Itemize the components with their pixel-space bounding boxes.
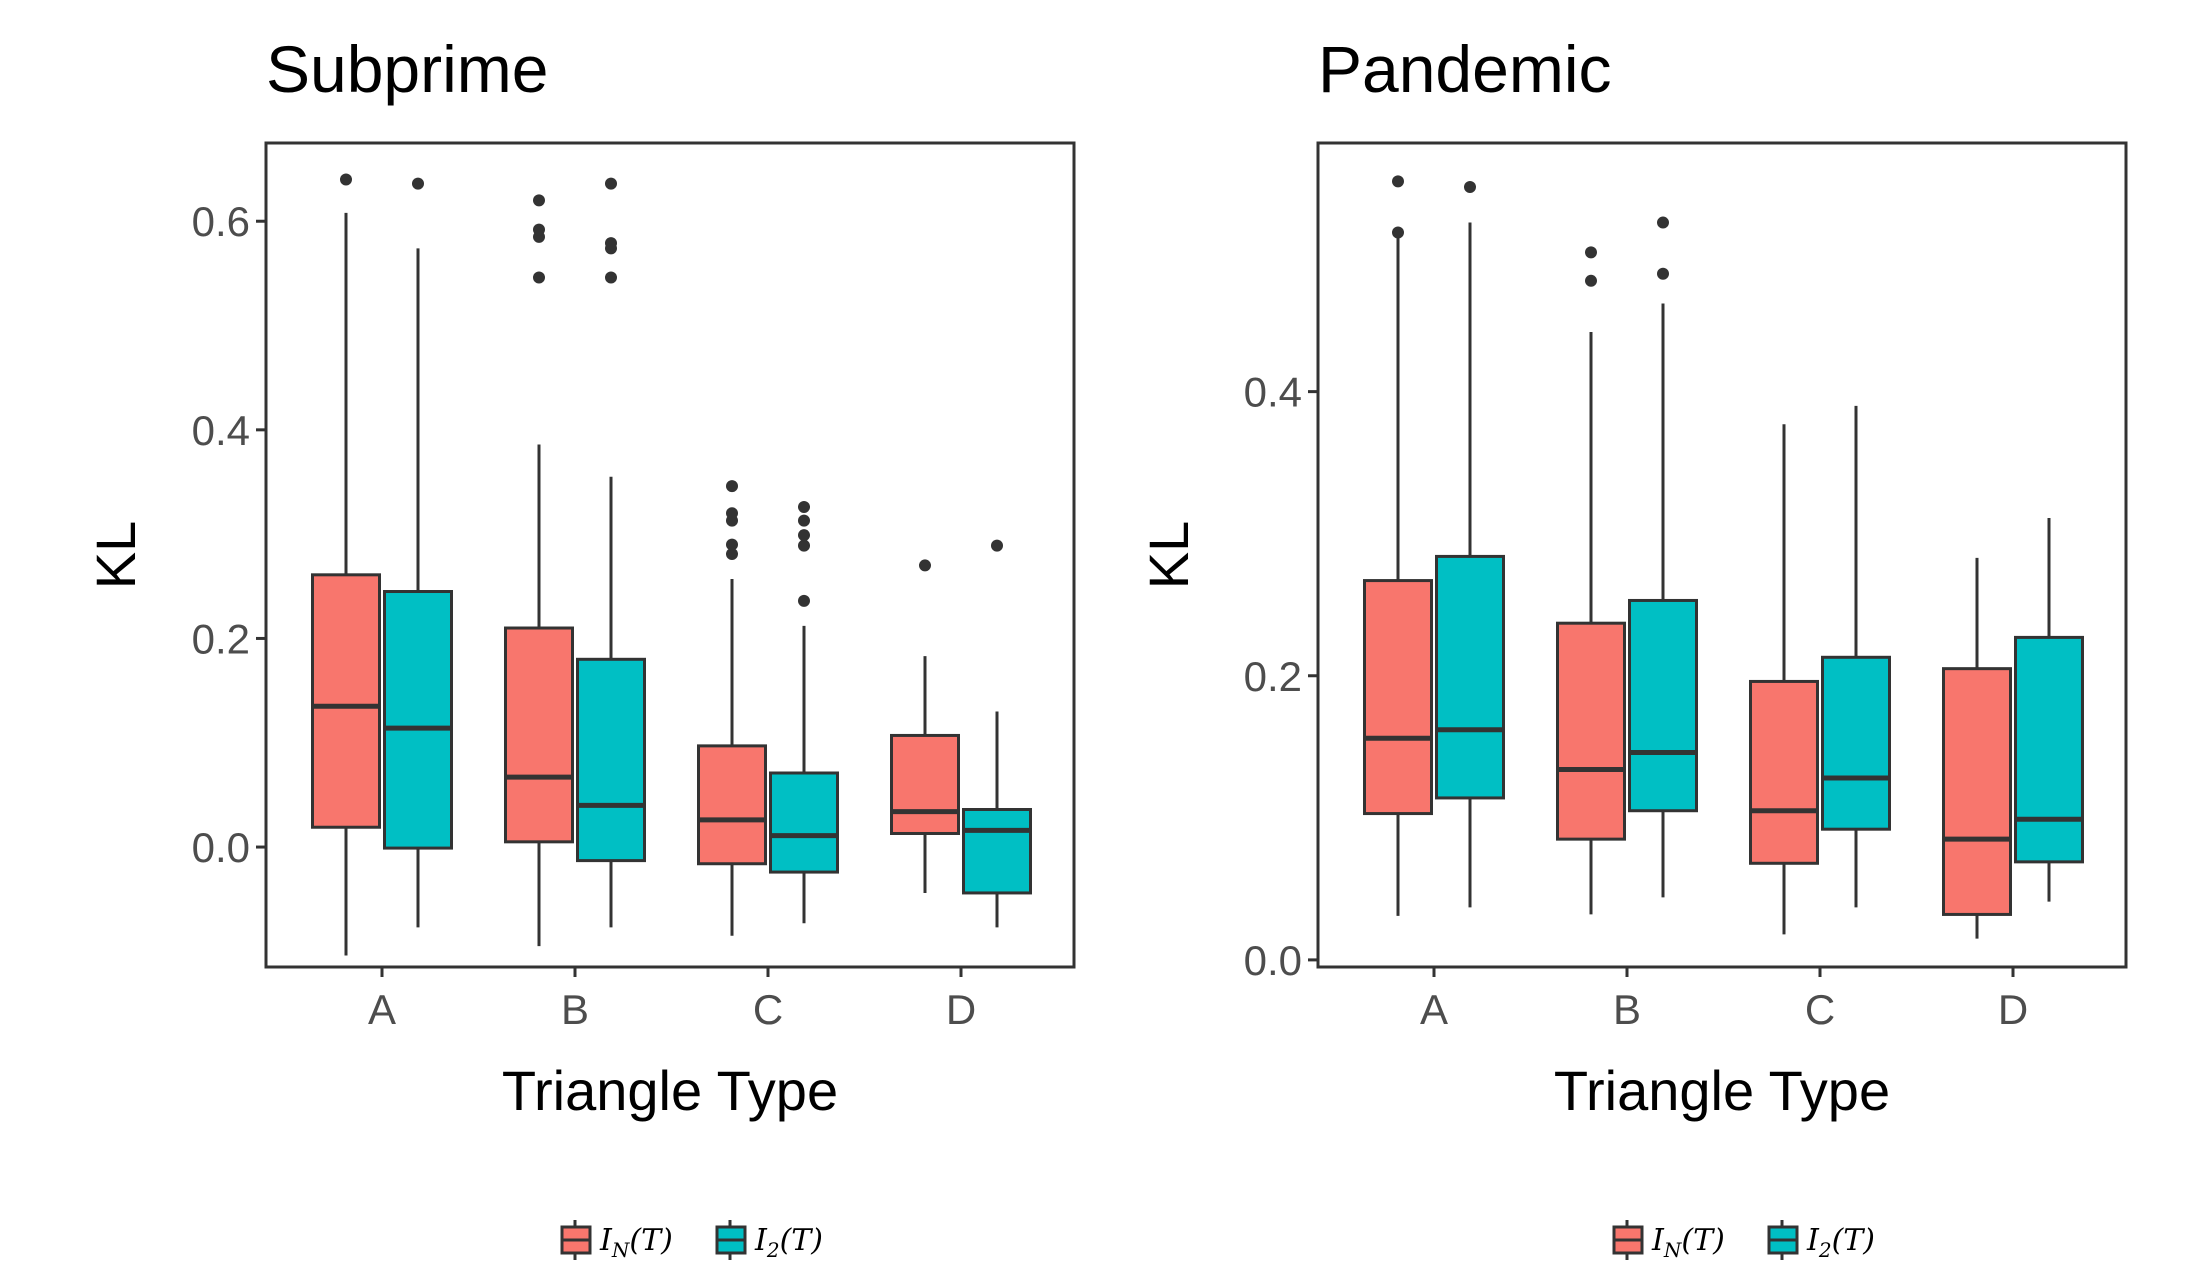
outlier-point (340, 173, 352, 186)
x-axis-title-subprime: Triangle Type (502, 1059, 838, 1122)
panel-pandemic: Pandemic 0.0 0.2 0.4 A B C D Triangle Type KL (1137, 32, 2128, 1122)
y-tick-label-subprime: 0.0 (192, 824, 250, 871)
x-tick-label-subprime: D (946, 986, 976, 1033)
y-tick-label-subprime: 0.6 (192, 198, 250, 245)
outlier-point (1585, 246, 1597, 259)
y-tick-label-pandemic: 0.2 (1244, 653, 1302, 700)
legend-label-i2: I2(T) (1806, 1223, 1875, 1262)
box-in-c (697, 744, 767, 866)
outlier-point (1392, 175, 1404, 188)
outlier-point (533, 271, 545, 284)
x-tick-label-pandemic: B (1613, 986, 1641, 1033)
outlier-point (412, 177, 424, 190)
box-i2-a (1435, 554, 1505, 800)
outlier-point (1585, 274, 1597, 287)
y-axis-title-subprime: KL (84, 521, 147, 590)
y-tick-label-subprime: 0.4 (192, 407, 250, 454)
box-in-a (311, 573, 381, 829)
y-axis-title-pandemic: KL (1137, 521, 1200, 590)
outlier-point (1392, 226, 1404, 239)
x-tick-label-subprime: A (368, 986, 396, 1033)
legend-pandemic: IN(T) I2(T) (1612, 1220, 1875, 1262)
legend-label-in: IN(T) (599, 1223, 673, 1262)
box-in-a (1363, 579, 1433, 816)
chart-marks-pandemic: 0.0 0.2 0.4 A B C D (1244, 175, 2084, 1033)
outlier-point (798, 539, 810, 552)
x-tick-label-subprime: B (561, 986, 589, 1033)
y-tick-label-subprime: 0.2 (192, 615, 250, 662)
box-i2-b (1628, 598, 1698, 813)
outlier-point (798, 501, 810, 514)
panel-subprime: Subprime 0.00.20.40.6A B C D Triangle Type … (84, 32, 1076, 1122)
box-i2-d (2014, 635, 2084, 864)
outlier-point (919, 559, 931, 572)
legend-label-i2: I2(T) (754, 1223, 823, 1262)
box-in-d (890, 733, 960, 835)
outlier-point (605, 177, 617, 190)
outlier-point (991, 539, 1003, 552)
outlier-point (798, 514, 810, 527)
x-tick-label-pandemic: A (1420, 986, 1448, 1033)
outlier-point (726, 538, 738, 551)
outlier-point (726, 480, 738, 493)
x-tick-label-pandemic: D (1998, 986, 2028, 1033)
outlier-point (726, 547, 738, 560)
x-axis-title-pandemic: Triangle Type (1554, 1059, 1890, 1122)
outlier-point (605, 271, 617, 284)
chart-marks-subprime: 0.0 0.2 0.4 0.6 A B C D (192, 173, 1032, 1033)
chart-title-pandemic: Pandemic (1318, 32, 1612, 106)
outlier-point (798, 594, 810, 607)
outlier-point (1657, 216, 1669, 229)
outlier-point (533, 194, 545, 207)
legend-label-in: IN(T) (1651, 1223, 1725, 1262)
outlier-point (605, 237, 617, 250)
x-tick-label-subprime: C (753, 986, 783, 1033)
box-i2-d (962, 808, 1032, 895)
outlier-point (726, 507, 738, 520)
box-i2-a (383, 590, 453, 850)
chart-title-subprime: Subprime (266, 32, 548, 106)
legend-subprime: IN(T) I2(T) (560, 1220, 823, 1262)
box-i2-c (769, 771, 839, 874)
y-tick-label-pandemic: 0.4 (1244, 369, 1302, 416)
y-tick-label-pandemic: 0.0 (1244, 937, 1302, 984)
box-i2-c (1821, 655, 1891, 831)
box-in-b (1556, 621, 1626, 841)
outlier-point (533, 223, 545, 236)
box-i2-b (576, 657, 646, 863)
outlier-point (1657, 267, 1669, 280)
outlier-point (798, 529, 810, 542)
box-in-b (504, 626, 574, 844)
box-in-c (1749, 679, 1819, 865)
outlier-point (1464, 181, 1476, 194)
box-in-d (1942, 667, 2012, 916)
x-tick-label-pandemic: C (1805, 986, 1835, 1033)
